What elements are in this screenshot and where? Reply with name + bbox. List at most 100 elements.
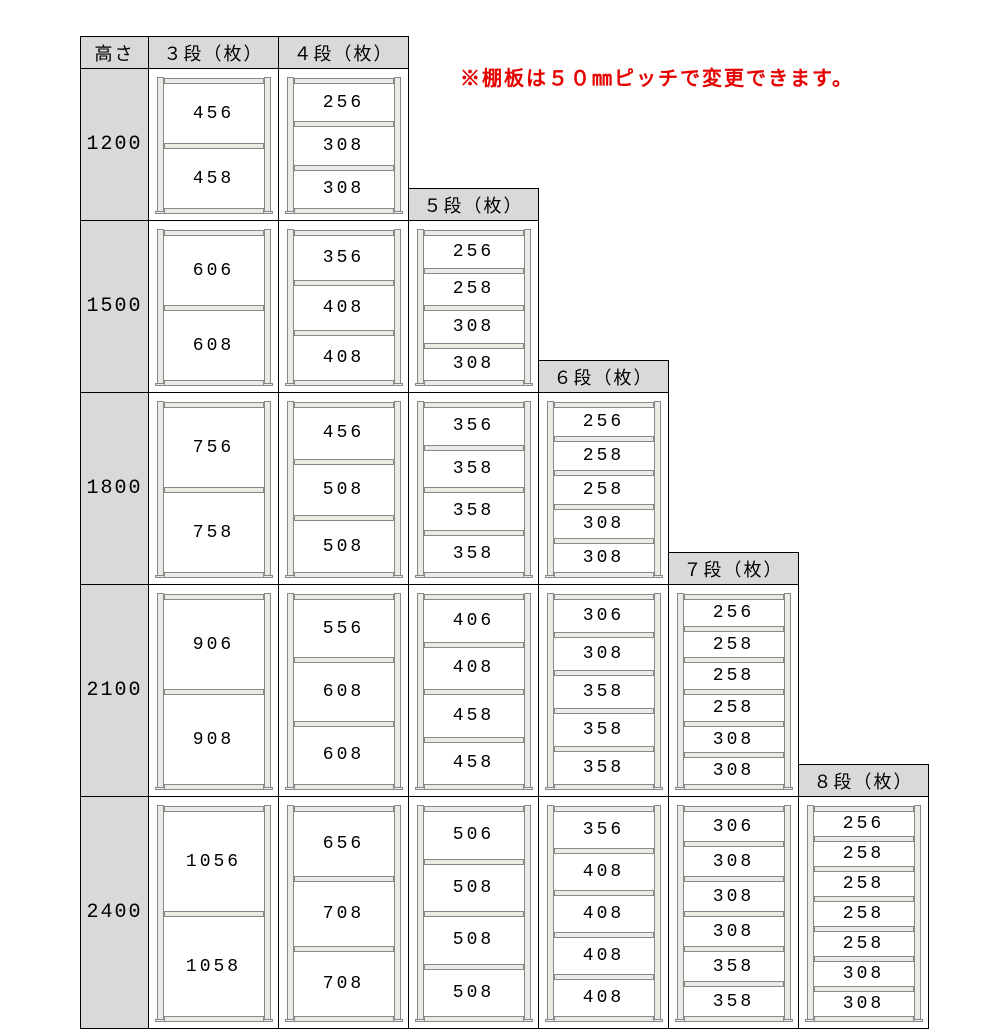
shelf-gap-value: 708 <box>291 904 397 924</box>
shelf-diagram: 506508508508 <box>421 805 527 1021</box>
shelf-gap-value: 408 <box>551 904 657 924</box>
shelf-gap-value: 408 <box>551 946 657 966</box>
shelf-gap-value: 258 <box>681 635 787 655</box>
shelf-gap-value: 358 <box>551 720 657 740</box>
shelf-gap-value: 458 <box>421 706 527 726</box>
shelf-gap-value: 358 <box>551 758 657 778</box>
shelf-gap-value: 458 <box>161 169 267 189</box>
shelf-diagram: 656708708 <box>291 805 397 1021</box>
shelf-gap-value: 258 <box>811 934 917 954</box>
table-cell: 356 408 408 408 408 <box>538 796 669 1029</box>
shelf-gap-value: 356 <box>551 820 657 840</box>
shelf-gap-value: 258 <box>681 698 787 718</box>
shelf-gap-value: 258 <box>551 446 657 466</box>
shelf-gap-value: 308 <box>811 994 917 1014</box>
shelf-gap-value: 308 <box>681 887 787 907</box>
shelf-gap-value: 308 <box>551 548 657 568</box>
shelf-diagram: 456 458 <box>161 77 267 213</box>
shelf-gap-value: 906 <box>161 635 267 655</box>
shelf-gap-value: 408 <box>551 862 657 882</box>
column-header: ７段（枚） <box>668 552 799 585</box>
shelf-gap-value: 356 <box>291 248 397 268</box>
shelf-gap-value: 358 <box>421 544 527 564</box>
shelf-diagram: 606 608 <box>161 229 267 385</box>
shelf-gap-value: 306 <box>681 817 787 837</box>
shelf-gap-value: 458 <box>421 753 527 773</box>
table-cell: 356358358358 <box>408 392 539 585</box>
shelf-diagram: 356408408 <box>291 229 397 385</box>
shelf-diagram: 256258258308308 <box>551 401 657 577</box>
shelf-diagram: 356358358358 <box>421 401 527 577</box>
shelf-diagram: 306308308308358358 <box>681 805 787 1021</box>
shelf-diagram: 1056 1058 <box>161 805 267 1021</box>
shelf-gap-value: 608 <box>161 336 267 356</box>
shelf-gap-value: 408 <box>551 988 657 1008</box>
column-header: ３段（枚） <box>148 36 279 69</box>
table-cell: 356408408 <box>278 220 409 393</box>
table-cell: 906 908 <box>148 584 279 797</box>
table-cell: 656708708 <box>278 796 409 1029</box>
column-header: ５段（枚） <box>408 188 539 221</box>
shelf-diagram: 356 408 408 408 408 <box>551 805 657 1021</box>
table-cell: 256258308308 <box>408 220 539 393</box>
shelf-gap-value: 608 <box>291 745 397 765</box>
shelf-gap-value: 1058 <box>161 957 267 977</box>
shelf-gap-value: 408 <box>291 348 397 368</box>
column-header: ４段（枚） <box>278 36 409 69</box>
row-label: 1800 <box>80 392 149 585</box>
table-cell: 556608608 <box>278 584 409 797</box>
shelf-gap-value: 506 <box>421 825 527 845</box>
table-cell: 456 458 <box>148 68 279 221</box>
table-cell: 256 308 308 <box>278 68 409 221</box>
shelf-gap-value: 456 <box>291 423 397 443</box>
shelf-gap-value: 258 <box>811 844 917 864</box>
shelf-diagram: 556608608 <box>291 593 397 789</box>
table-cell: 306308358358358 <box>538 584 669 797</box>
shelf-gap-value: 456 <box>161 104 267 124</box>
shelf-gap-value: 606 <box>161 261 267 281</box>
shelf-gap-value: 358 <box>421 459 527 479</box>
table-cell: 406408458458 <box>408 584 539 797</box>
shelf-gap-value: 308 <box>291 136 397 156</box>
shelf-gap-value: 406 <box>421 611 527 631</box>
shelf-gap-value: 1056 <box>161 852 267 872</box>
shelf-diagram: 306308358358358 <box>551 593 657 789</box>
shelf-gap-value: 708 <box>291 974 397 994</box>
shelf-gap-value: 308 <box>421 354 527 374</box>
column-header: ８段（枚） <box>798 764 929 797</box>
row-label: 2400 <box>80 796 149 1029</box>
table-cell: 756758 <box>148 392 279 585</box>
shelf-gap-value: 508 <box>421 930 527 950</box>
shelf-diagram: 256258258258258308308 <box>811 805 917 1021</box>
shelf-diagram: 906 908 <box>161 593 267 789</box>
shelf-gap-value: 308 <box>681 730 787 750</box>
shelf-gap-value: 256 <box>291 93 397 113</box>
shelf-diagram: 406408458458 <box>421 593 527 789</box>
shelf-gap-value: 908 <box>161 730 267 750</box>
shelf-gap-value: 256 <box>811 814 917 834</box>
shelf-diagram: 456508508 <box>291 401 397 577</box>
table-cell: 306308308308358358 <box>668 796 799 1029</box>
table-cell: 1056 1058 <box>148 796 279 1029</box>
shelf-gap-value: 508 <box>421 878 527 898</box>
shelf-diagram: 256258308308 <box>421 229 527 385</box>
shelf-gap-value: 258 <box>551 480 657 500</box>
row-label: 2100 <box>80 584 149 797</box>
shelf-gap-value: 308 <box>291 179 397 199</box>
shelf-diagram: 256258258258308308 <box>681 593 787 789</box>
table-cell: 256258258258258308308 <box>798 796 929 1029</box>
shelf-gap-value: 308 <box>681 922 787 942</box>
table-cell: 506508508508 <box>408 796 539 1029</box>
header-height: 高さ <box>80 36 149 69</box>
shelf-diagram: 256 308 308 <box>291 77 397 213</box>
shelf-gap-value: 308 <box>681 852 787 872</box>
row-label: 1200 <box>80 68 149 221</box>
shelf-gap-value: 258 <box>681 666 787 686</box>
shelf-gap-value: 256 <box>681 603 787 623</box>
shelf-gap-value: 308 <box>551 644 657 664</box>
table-cell: 256258258258308308 <box>668 584 799 797</box>
pitch-note: ※棚板は５０㎜ピッチで変更できます。 <box>460 62 854 92</box>
shelf-gap-value: 256 <box>421 242 527 262</box>
shelf-gap-value: 358 <box>681 992 787 1012</box>
shelf-gap-value: 308 <box>811 964 917 984</box>
